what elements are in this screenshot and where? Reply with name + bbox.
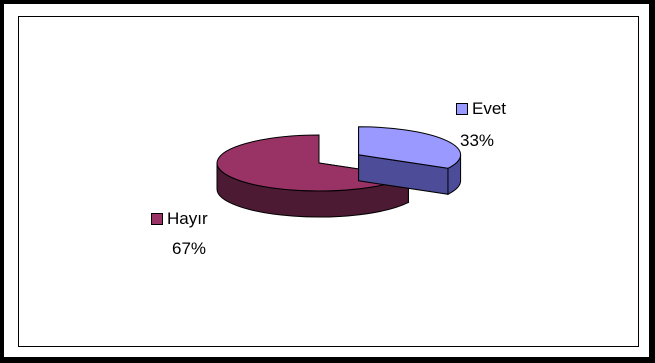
label-hayir: Hayır: [151, 209, 208, 229]
legend-key-hayir: [151, 213, 163, 225]
pie-slice-evet: [358, 126, 462, 196]
label-evet-percent: 33%: [460, 131, 495, 150]
pie-slice-top-evet: [358, 126, 462, 169]
label-hayir-name: Hayır: [167, 209, 208, 228]
label-hayir-percent: 67%: [172, 239, 207, 258]
pie-chart: [216, 126, 462, 218]
label-evet: Evet: [456, 99, 506, 119]
legend-key-evet: [456, 103, 468, 115]
chart-area: Evet 33% Hayır 67%: [18, 16, 639, 347]
label-evet-name: Evet: [472, 99, 507, 118]
